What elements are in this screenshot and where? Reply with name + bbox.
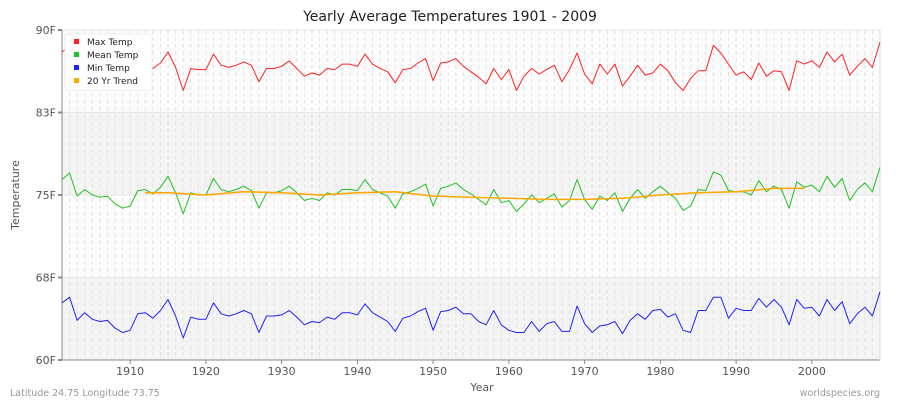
x-tick-label: 1910 xyxy=(116,365,144,378)
x-tick-label: 1960 xyxy=(495,365,523,378)
legend-swatch xyxy=(74,78,79,83)
x-tick-label: 1940 xyxy=(343,365,371,378)
x-tick-label: 1980 xyxy=(646,365,674,378)
y-axis-label: Temperature xyxy=(9,160,22,231)
legend-label: 20 Yr Trend xyxy=(87,77,138,87)
legend-label: Min Temp xyxy=(87,64,130,74)
y-tick-labels: 60F 68F 75F 83F 90F xyxy=(36,24,56,367)
source-label: worldspecies.org xyxy=(800,388,880,399)
x-tick-label: 1990 xyxy=(722,365,750,378)
y-tick-label: 68F xyxy=(36,272,56,285)
legend-swatch xyxy=(74,39,79,44)
x-tick-label: 1970 xyxy=(571,365,599,378)
y-tick-label: 60F xyxy=(36,354,56,367)
x-tick-label: 1920 xyxy=(192,365,220,378)
chart-title: Yearly Average Temperatures 1901 - 2009 xyxy=(302,9,597,25)
y-tick-label: 90F xyxy=(36,24,56,37)
legend-swatch xyxy=(74,52,79,57)
x-tick-label: 1930 xyxy=(268,365,296,378)
legend-label: Max Temp xyxy=(87,38,133,48)
x-tick-label: 2000 xyxy=(798,365,826,378)
y-tick-label: 75F xyxy=(36,189,56,202)
legend: Max Temp Mean Temp Min Temp 20 Yr Trend xyxy=(65,34,152,90)
x-axis-label: Year xyxy=(469,381,494,394)
x-tick-label: 1950 xyxy=(419,365,447,378)
x-tick-labels: 1910 1920 1930 1940 1950 1960 1970 1980 1990 2000 xyxy=(116,360,826,378)
y-tick-label: 83F xyxy=(36,107,56,120)
legend-swatch xyxy=(74,65,79,70)
legend-label: Mean Temp xyxy=(87,51,139,61)
location-label: Latitude 24.75 Longitude 73.75 xyxy=(10,388,160,399)
